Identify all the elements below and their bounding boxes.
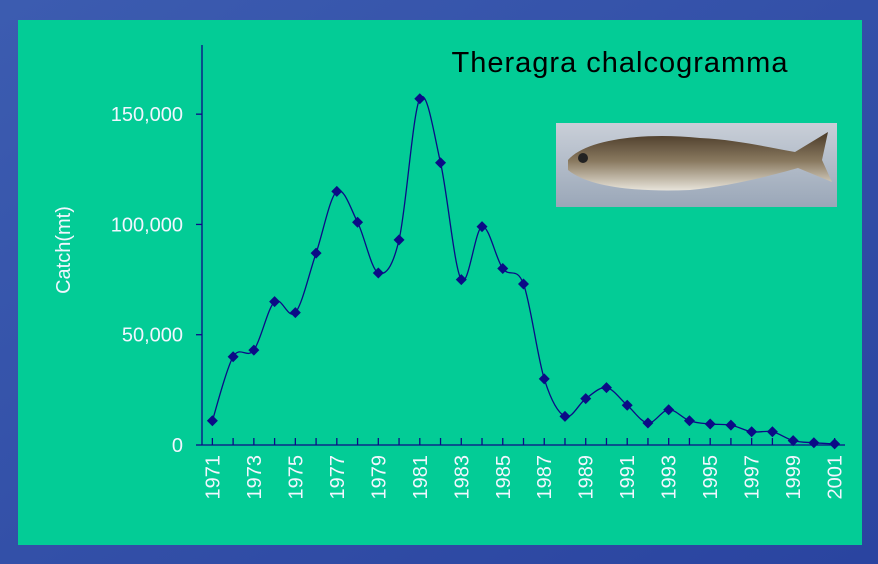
y-tick-label: 100,000 xyxy=(111,214,183,236)
y-tick-label: 150,000 xyxy=(111,104,183,126)
x-tick-label: 1989 xyxy=(576,455,598,500)
x-tick-label: 1983 xyxy=(451,455,473,500)
slide-panel xyxy=(18,20,862,545)
x-tick-label: 1971 xyxy=(202,455,224,500)
x-tick-label: 1977 xyxy=(327,455,349,500)
x-tick-label: 1995 xyxy=(700,455,722,500)
y-axis-label: Catch(mt) xyxy=(53,206,75,294)
fish-photo xyxy=(556,123,837,207)
x-tick-label: 1973 xyxy=(244,455,266,500)
x-tick-label: 1985 xyxy=(493,455,515,500)
y-tick-label: 0 xyxy=(172,435,183,457)
x-tick-label: 2001 xyxy=(825,455,847,500)
x-tick-label: 1997 xyxy=(742,455,764,500)
x-tick-label: 1987 xyxy=(534,455,556,500)
page: {"chart_data": { "type": "line", "title"… xyxy=(0,0,878,564)
x-tick-label: 1975 xyxy=(285,455,307,500)
x-tick-label: 1991 xyxy=(617,455,639,500)
chart-title: Theragra chalcogramma xyxy=(452,47,789,79)
x-tick-label: 1993 xyxy=(659,455,681,500)
y-tick-label: 50,000 xyxy=(122,325,183,347)
x-tick-label: 1979 xyxy=(368,455,390,500)
x-tick-label: 1981 xyxy=(410,455,432,500)
slide: Theragra chalcogramma Catch(mt) 0 50,000 1… xyxy=(0,0,878,564)
x-tick-label: 1999 xyxy=(783,455,805,500)
